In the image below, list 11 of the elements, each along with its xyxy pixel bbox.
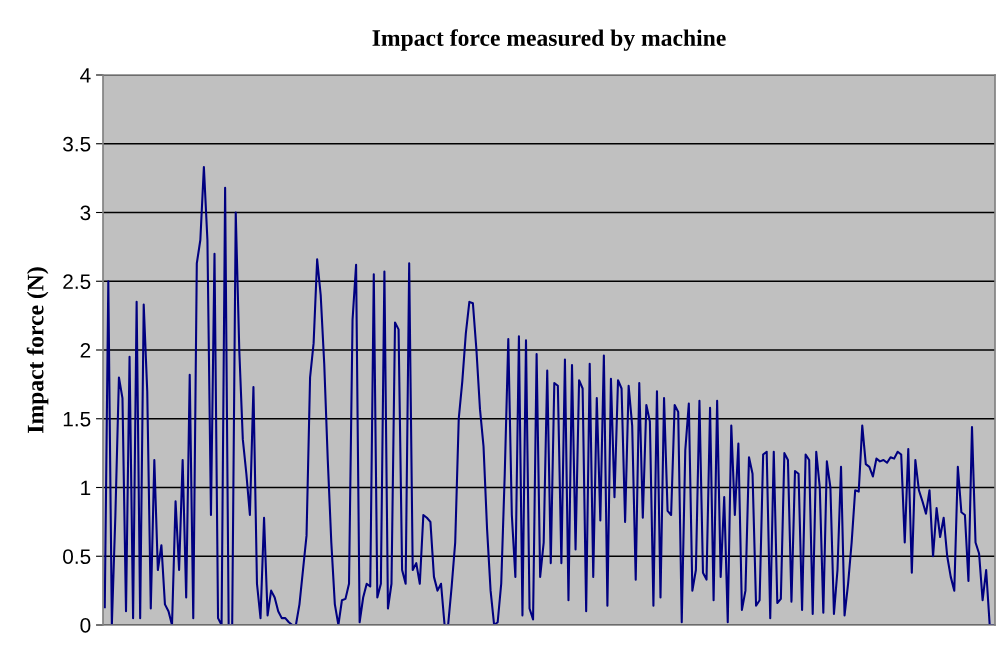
chart-title: Impact force measured by machine bbox=[372, 29, 726, 51]
y-tick-label: 2 bbox=[80, 343, 91, 358]
y-tick-label: 3.5 bbox=[63, 136, 91, 152]
y-tick-label: 4 bbox=[80, 68, 91, 83]
y-tick-label: 1.5 bbox=[63, 411, 91, 427]
y-tick-label: 1 bbox=[81, 480, 91, 496]
y-tick-label: 3 bbox=[80, 205, 91, 221]
y-axis-title: Impact force (N) bbox=[26, 267, 49, 433]
y-tick-label: 0.5 bbox=[63, 549, 91, 564]
y-tick-label: 0 bbox=[80, 618, 91, 633]
y-tick-label: 2.5 bbox=[63, 274, 91, 289]
